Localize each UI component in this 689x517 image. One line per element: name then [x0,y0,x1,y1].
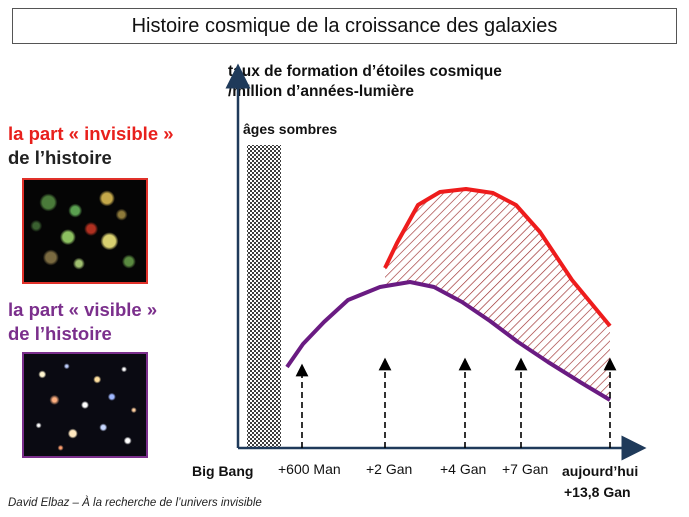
hatched-area [385,189,610,400]
x-label-today-age: +13,8 Gan [564,484,631,500]
visible-part-label: la part « visible » de l’histoire [8,298,157,346]
visible-label-line2: de l’histoire [8,323,112,344]
infrared-galaxies-image [22,178,148,284]
y-axis-title: taux de formation d’étoiles cosmique /mi… [228,62,502,102]
x-label-4gan: +4 Gan [440,461,487,477]
slide-title: Histoire cosmique de la croissance des g… [12,8,677,44]
credit-line: David Elbaz – À la recherche de l’univer… [8,497,262,509]
dark-ages-label: âges sombres [243,121,338,137]
dark-ages-bar [247,145,281,448]
invisible-label-line1: la part « invisible » [8,123,174,144]
invisible-part-label: la part « invisible » de l’histoire [8,122,174,170]
x-label-600man: +600 Man [278,461,341,477]
x-label-today: aujourd’hui [562,463,639,479]
invisible-label-line2: de l’histoire [8,147,112,168]
y-axis-title-line2: /million d’années-lumière [228,83,415,100]
x-label-big-bang: Big Bang [192,463,254,479]
red-curve [383,187,612,328]
purple-curve [285,280,612,402]
x-label-7gan: +7 Gan [502,461,549,477]
y-axis-title-line1: taux de formation d’étoiles cosmique [228,63,502,80]
visible-label-line1: la part « visible » [8,299,158,320]
x-label-2gan: +2 Gan [366,461,413,477]
deep-field-image [22,352,148,458]
